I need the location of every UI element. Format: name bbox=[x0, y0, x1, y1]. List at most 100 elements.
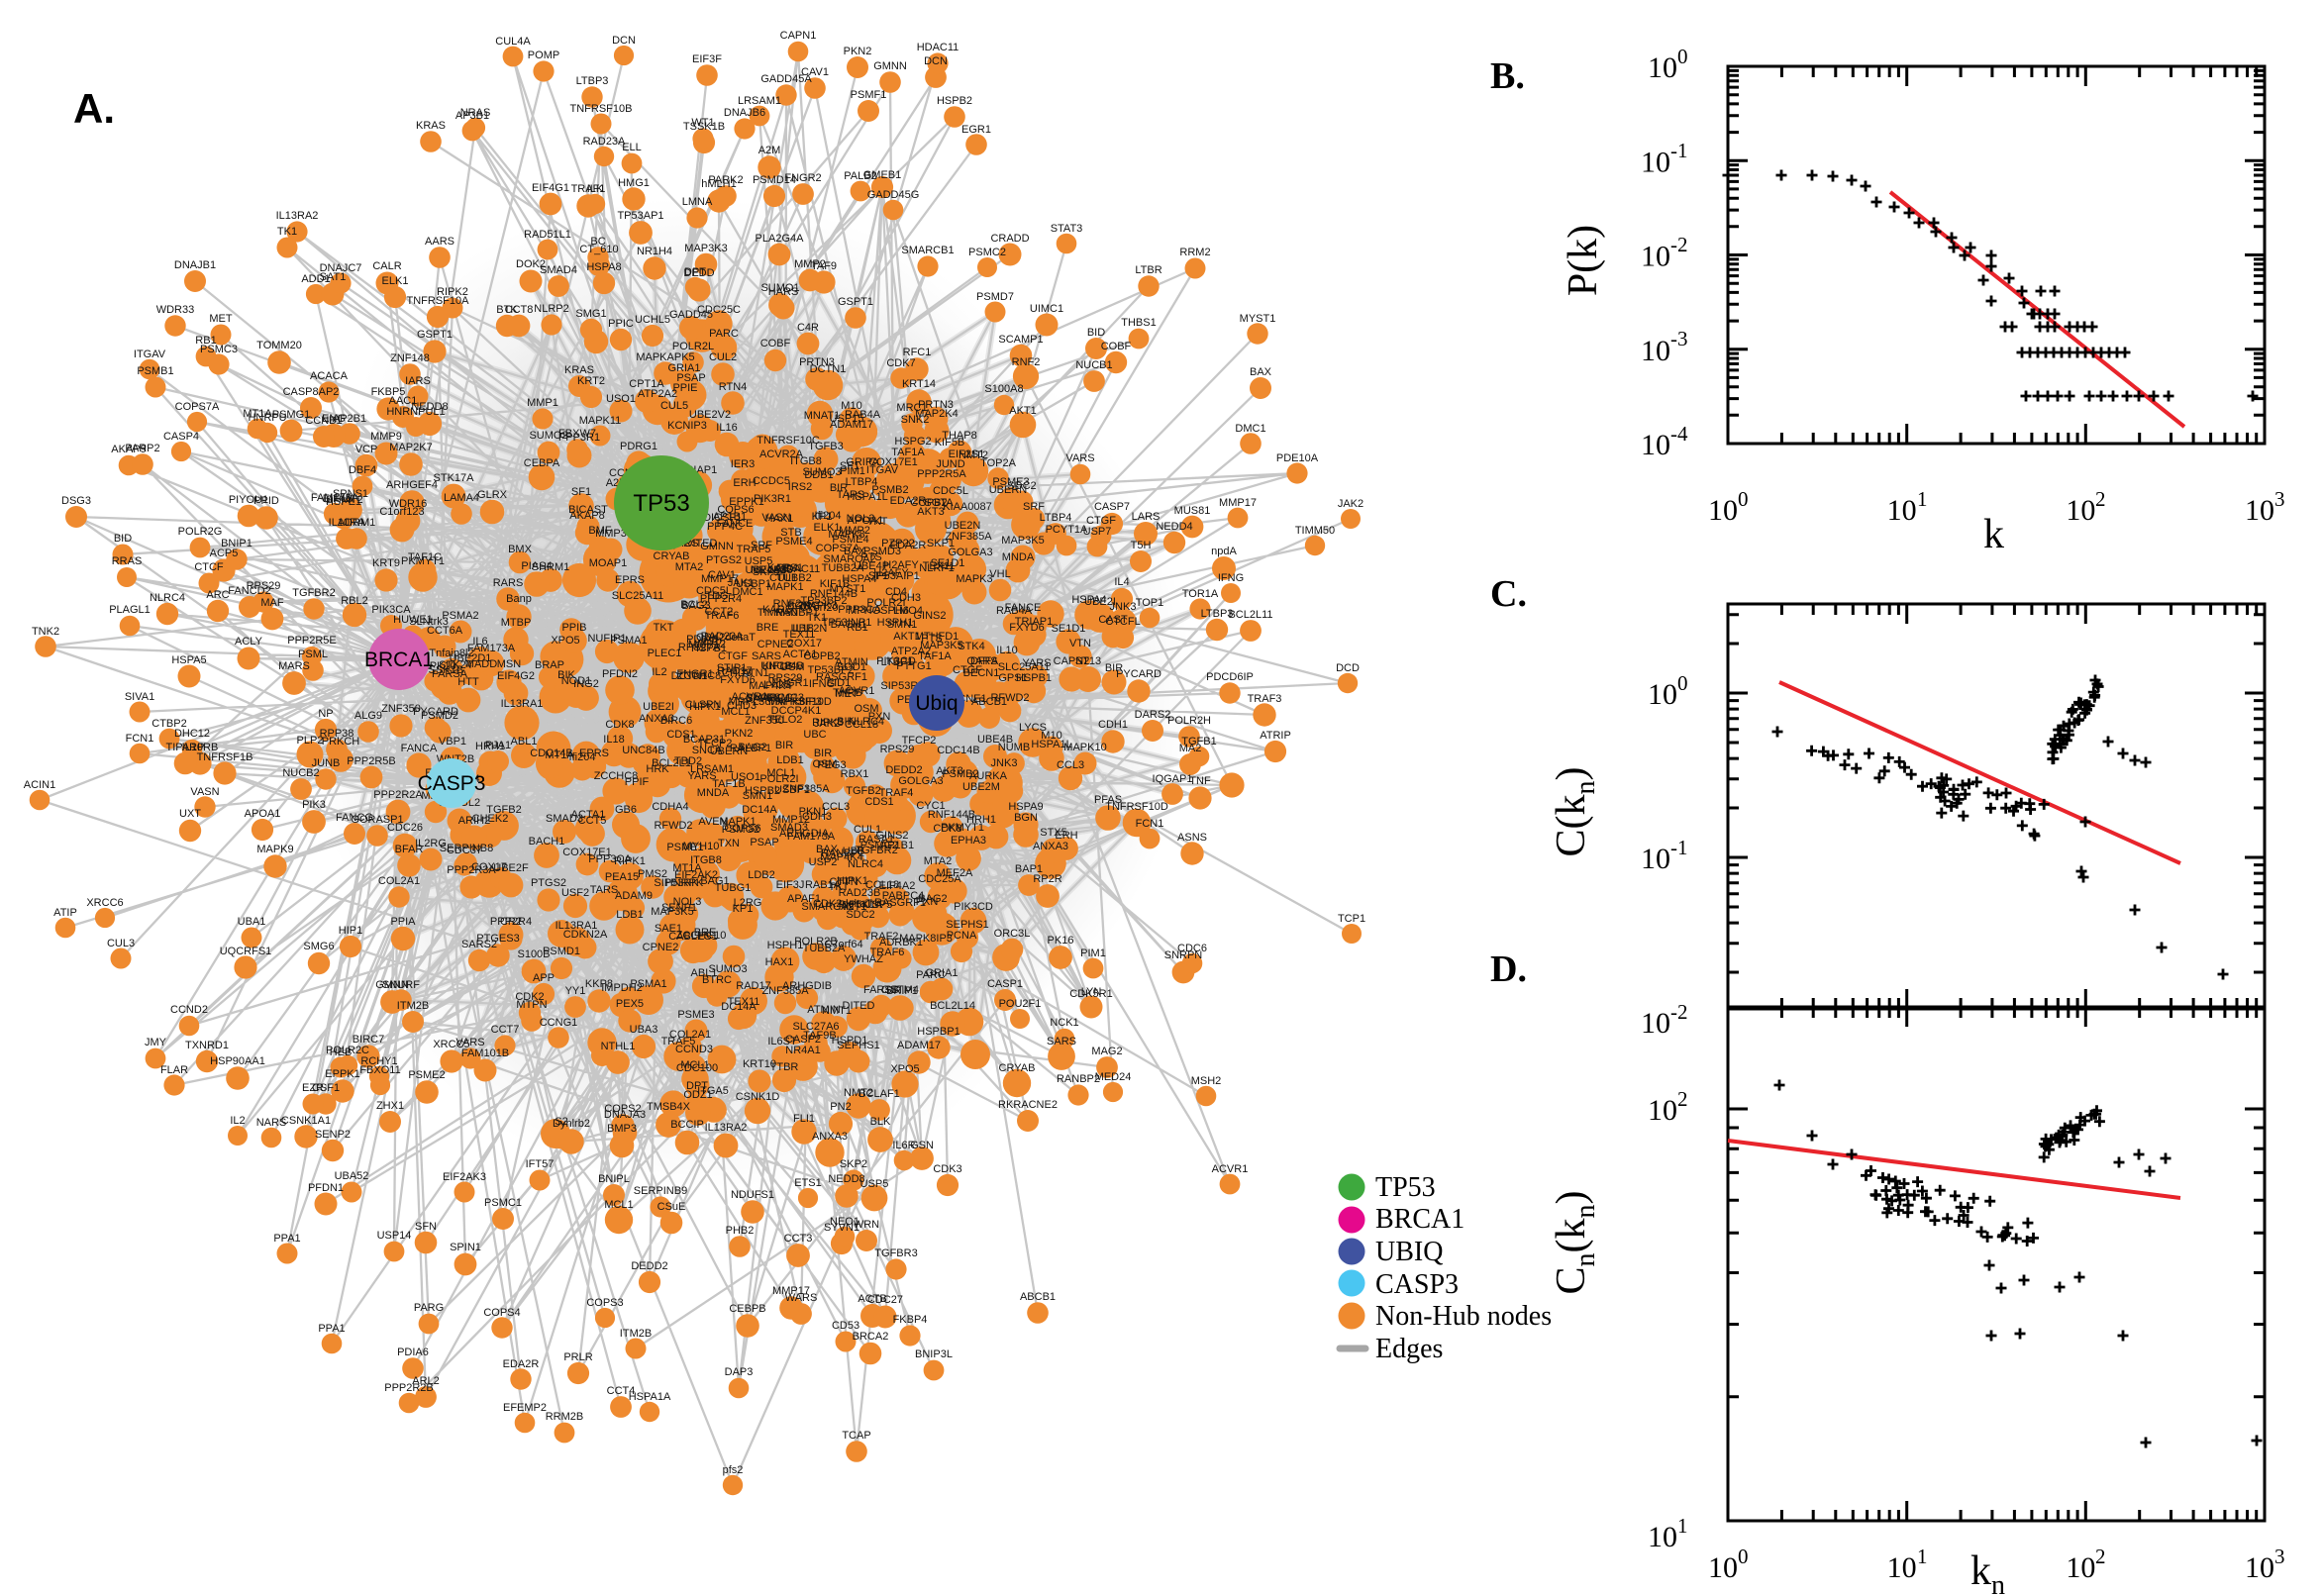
svg-text:JAK2: JAK2 bbox=[1338, 498, 1364, 510]
svg-text:10: 10 bbox=[1648, 1094, 1677, 1127]
svg-text:10: 10 bbox=[2245, 494, 2274, 527]
svg-text:VTN: VTN bbox=[1069, 638, 1091, 649]
svg-text:BMX: BMX bbox=[508, 544, 533, 555]
svg-text:IL6: IL6 bbox=[472, 636, 487, 648]
svg-text:2: 2 bbox=[2095, 1545, 2106, 1568]
svg-text:KRT14: KRT14 bbox=[902, 378, 936, 390]
svg-text:-4: -4 bbox=[1670, 422, 1688, 446]
svg-text:ING2: ING2 bbox=[573, 678, 599, 690]
svg-text:BECN1: BECN1 bbox=[963, 667, 1000, 679]
svg-text:CALR: CALR bbox=[372, 260, 401, 272]
svg-text:CD53: CD53 bbox=[832, 1320, 859, 1332]
svg-text:CRADD: CRADD bbox=[990, 233, 1029, 245]
svg-text:CASP4: CASP4 bbox=[163, 431, 199, 443]
svg-text:PSMC2: PSMC2 bbox=[968, 247, 1006, 258]
svg-text:ELK1: ELK1 bbox=[382, 275, 409, 287]
svg-text:NMT1: NMT1 bbox=[822, 1005, 852, 1017]
svg-text:Edges: Edges bbox=[1375, 1334, 1443, 1364]
svg-text:-2: -2 bbox=[1670, 233, 1688, 256]
svg-text:IL10RA: IL10RA bbox=[329, 517, 365, 529]
svg-text:ATP2A2: ATP2A2 bbox=[891, 646, 931, 657]
svg-text:HNRNPUL1: HNRNPUL1 bbox=[386, 406, 445, 418]
svg-text:HDAC11: HDAC11 bbox=[917, 42, 960, 53]
svg-text:NUCB2: NUCB2 bbox=[282, 767, 319, 779]
svg-text:TP53AP1: TP53AP1 bbox=[617, 210, 663, 222]
svg-text:CAPN2: CAPN2 bbox=[1054, 655, 1090, 667]
svg-text:IRS2: IRS2 bbox=[788, 481, 812, 493]
svg-text:MCL1: MCL1 bbox=[604, 1199, 633, 1211]
svg-text:ADAM17: ADAM17 bbox=[830, 419, 873, 431]
svg-text:PPP2R5B: PPP2R5B bbox=[347, 755, 396, 767]
svg-text:SEPHS1: SEPHS1 bbox=[837, 1040, 879, 1051]
svg-text:HSPA1A: HSPA1A bbox=[629, 1391, 671, 1403]
svg-text:KRAS: KRAS bbox=[416, 120, 446, 132]
svg-text:MET: MET bbox=[209, 313, 233, 325]
svg-text:PPP2R2A: PPP2R2A bbox=[373, 789, 423, 801]
svg-text:BID: BID bbox=[114, 533, 132, 545]
svg-text:PPA1: PPA1 bbox=[318, 1323, 345, 1335]
svg-text:PARC: PARC bbox=[916, 969, 946, 981]
svg-text:TNF: TNF bbox=[1189, 775, 1211, 787]
svg-text:TP53INP1: TP53INP1 bbox=[822, 617, 872, 629]
svg-text:VCP: VCP bbox=[355, 444, 378, 455]
svg-text:EIF3F: EIF3F bbox=[692, 53, 722, 65]
svg-text:PEX5: PEX5 bbox=[616, 998, 644, 1010]
svg-text:BCLAF1: BCLAF1 bbox=[858, 1088, 900, 1100]
svg-text:KIF1B: KIF1B bbox=[820, 578, 851, 590]
svg-text:RRAS: RRAS bbox=[112, 555, 143, 567]
svg-text:NUFIP1: NUFIP1 bbox=[587, 633, 626, 645]
svg-text:HSP90AA1: HSP90AA1 bbox=[210, 1055, 265, 1067]
svg-text:P(k): P(k) bbox=[1561, 225, 1606, 296]
svg-text:PTGS2: PTGS2 bbox=[706, 554, 742, 566]
svg-text:PALB2: PALB2 bbox=[844, 170, 876, 182]
svg-text:MRPL36: MRPL36 bbox=[729, 696, 771, 708]
svg-text:CCND2: CCND2 bbox=[170, 1004, 208, 1016]
svg-text:ABCB1: ABCB1 bbox=[1020, 1291, 1056, 1303]
svg-text:-1: -1 bbox=[1670, 139, 1688, 162]
svg-text:10: 10 bbox=[1648, 1521, 1677, 1553]
svg-text:ELK1: ELK1 bbox=[814, 522, 841, 534]
svg-text:CCT7: CCT7 bbox=[491, 1024, 520, 1036]
svg-text:LMNA: LMNA bbox=[682, 196, 713, 208]
svg-text:CAST: CAST bbox=[1098, 614, 1128, 626]
svg-text:CRYAB: CRYAB bbox=[999, 1062, 1036, 1074]
svg-text:3: 3 bbox=[2274, 1545, 2285, 1568]
svg-text:LTBR: LTBR bbox=[1135, 264, 1162, 276]
svg-text:BAX: BAX bbox=[816, 844, 839, 855]
svg-text:TRAF3: TRAF3 bbox=[1248, 693, 1282, 705]
svg-text:ABCB1: ABCB1 bbox=[971, 696, 1007, 708]
svg-text:TCP1: TCP1 bbox=[1338, 913, 1365, 925]
svg-text:C.: C. bbox=[1490, 573, 1527, 615]
svg-text:COL2A1: COL2A1 bbox=[378, 875, 420, 887]
svg-text:1: 1 bbox=[1917, 1545, 1928, 1568]
svg-text:C1orf123: C1orf123 bbox=[379, 506, 424, 518]
svg-text:PRLR: PRLR bbox=[563, 1351, 592, 1363]
svg-text:Ifi204: Ifi204 bbox=[815, 510, 842, 522]
svg-text:FXYD6: FXYD6 bbox=[720, 674, 755, 686]
svg-text:MTBP: MTBP bbox=[501, 617, 532, 629]
svg-text:FCN1: FCN1 bbox=[126, 733, 154, 745]
svg-text:PSME2: PSME2 bbox=[408, 1069, 445, 1081]
svg-text:TKT: TKT bbox=[654, 622, 674, 634]
svg-text:GMNN: GMNN bbox=[375, 979, 409, 991]
svg-text:SARS: SARS bbox=[1047, 1036, 1076, 1047]
svg-text:FLI1: FLI1 bbox=[793, 1113, 815, 1125]
svg-text:TXNRD1: TXNRD1 bbox=[185, 1040, 229, 1051]
svg-text:EPHA3: EPHA3 bbox=[951, 835, 986, 847]
svg-text:BID: BID bbox=[1087, 327, 1105, 339]
svg-text:PZP22: PZP22 bbox=[881, 538, 915, 549]
svg-text:RIPK2: RIPK2 bbox=[437, 286, 468, 298]
svg-text:LTBP4: LTBP4 bbox=[1040, 512, 1072, 524]
svg-text:CASP8AP2: CASP8AP2 bbox=[283, 386, 340, 398]
svg-text:0: 0 bbox=[1738, 487, 1749, 511]
svg-text:KRT9: KRT9 bbox=[372, 557, 400, 569]
svg-text:MAPK9: MAPK9 bbox=[256, 844, 293, 855]
svg-text:PCNA: PCNA bbox=[947, 930, 977, 942]
svg-text:PPP4C: PPP4C bbox=[707, 521, 743, 533]
svg-text:SMG6: SMG6 bbox=[303, 941, 334, 952]
svg-text:STAT3: STAT3 bbox=[1051, 223, 1083, 235]
svg-text:10: 10 bbox=[1641, 335, 1670, 367]
svg-text:CLSPN: CLSPN bbox=[685, 699, 722, 711]
svg-text:CDC14B: CDC14B bbox=[937, 745, 979, 756]
svg-text:ATRIP: ATRIP bbox=[1260, 730, 1291, 742]
